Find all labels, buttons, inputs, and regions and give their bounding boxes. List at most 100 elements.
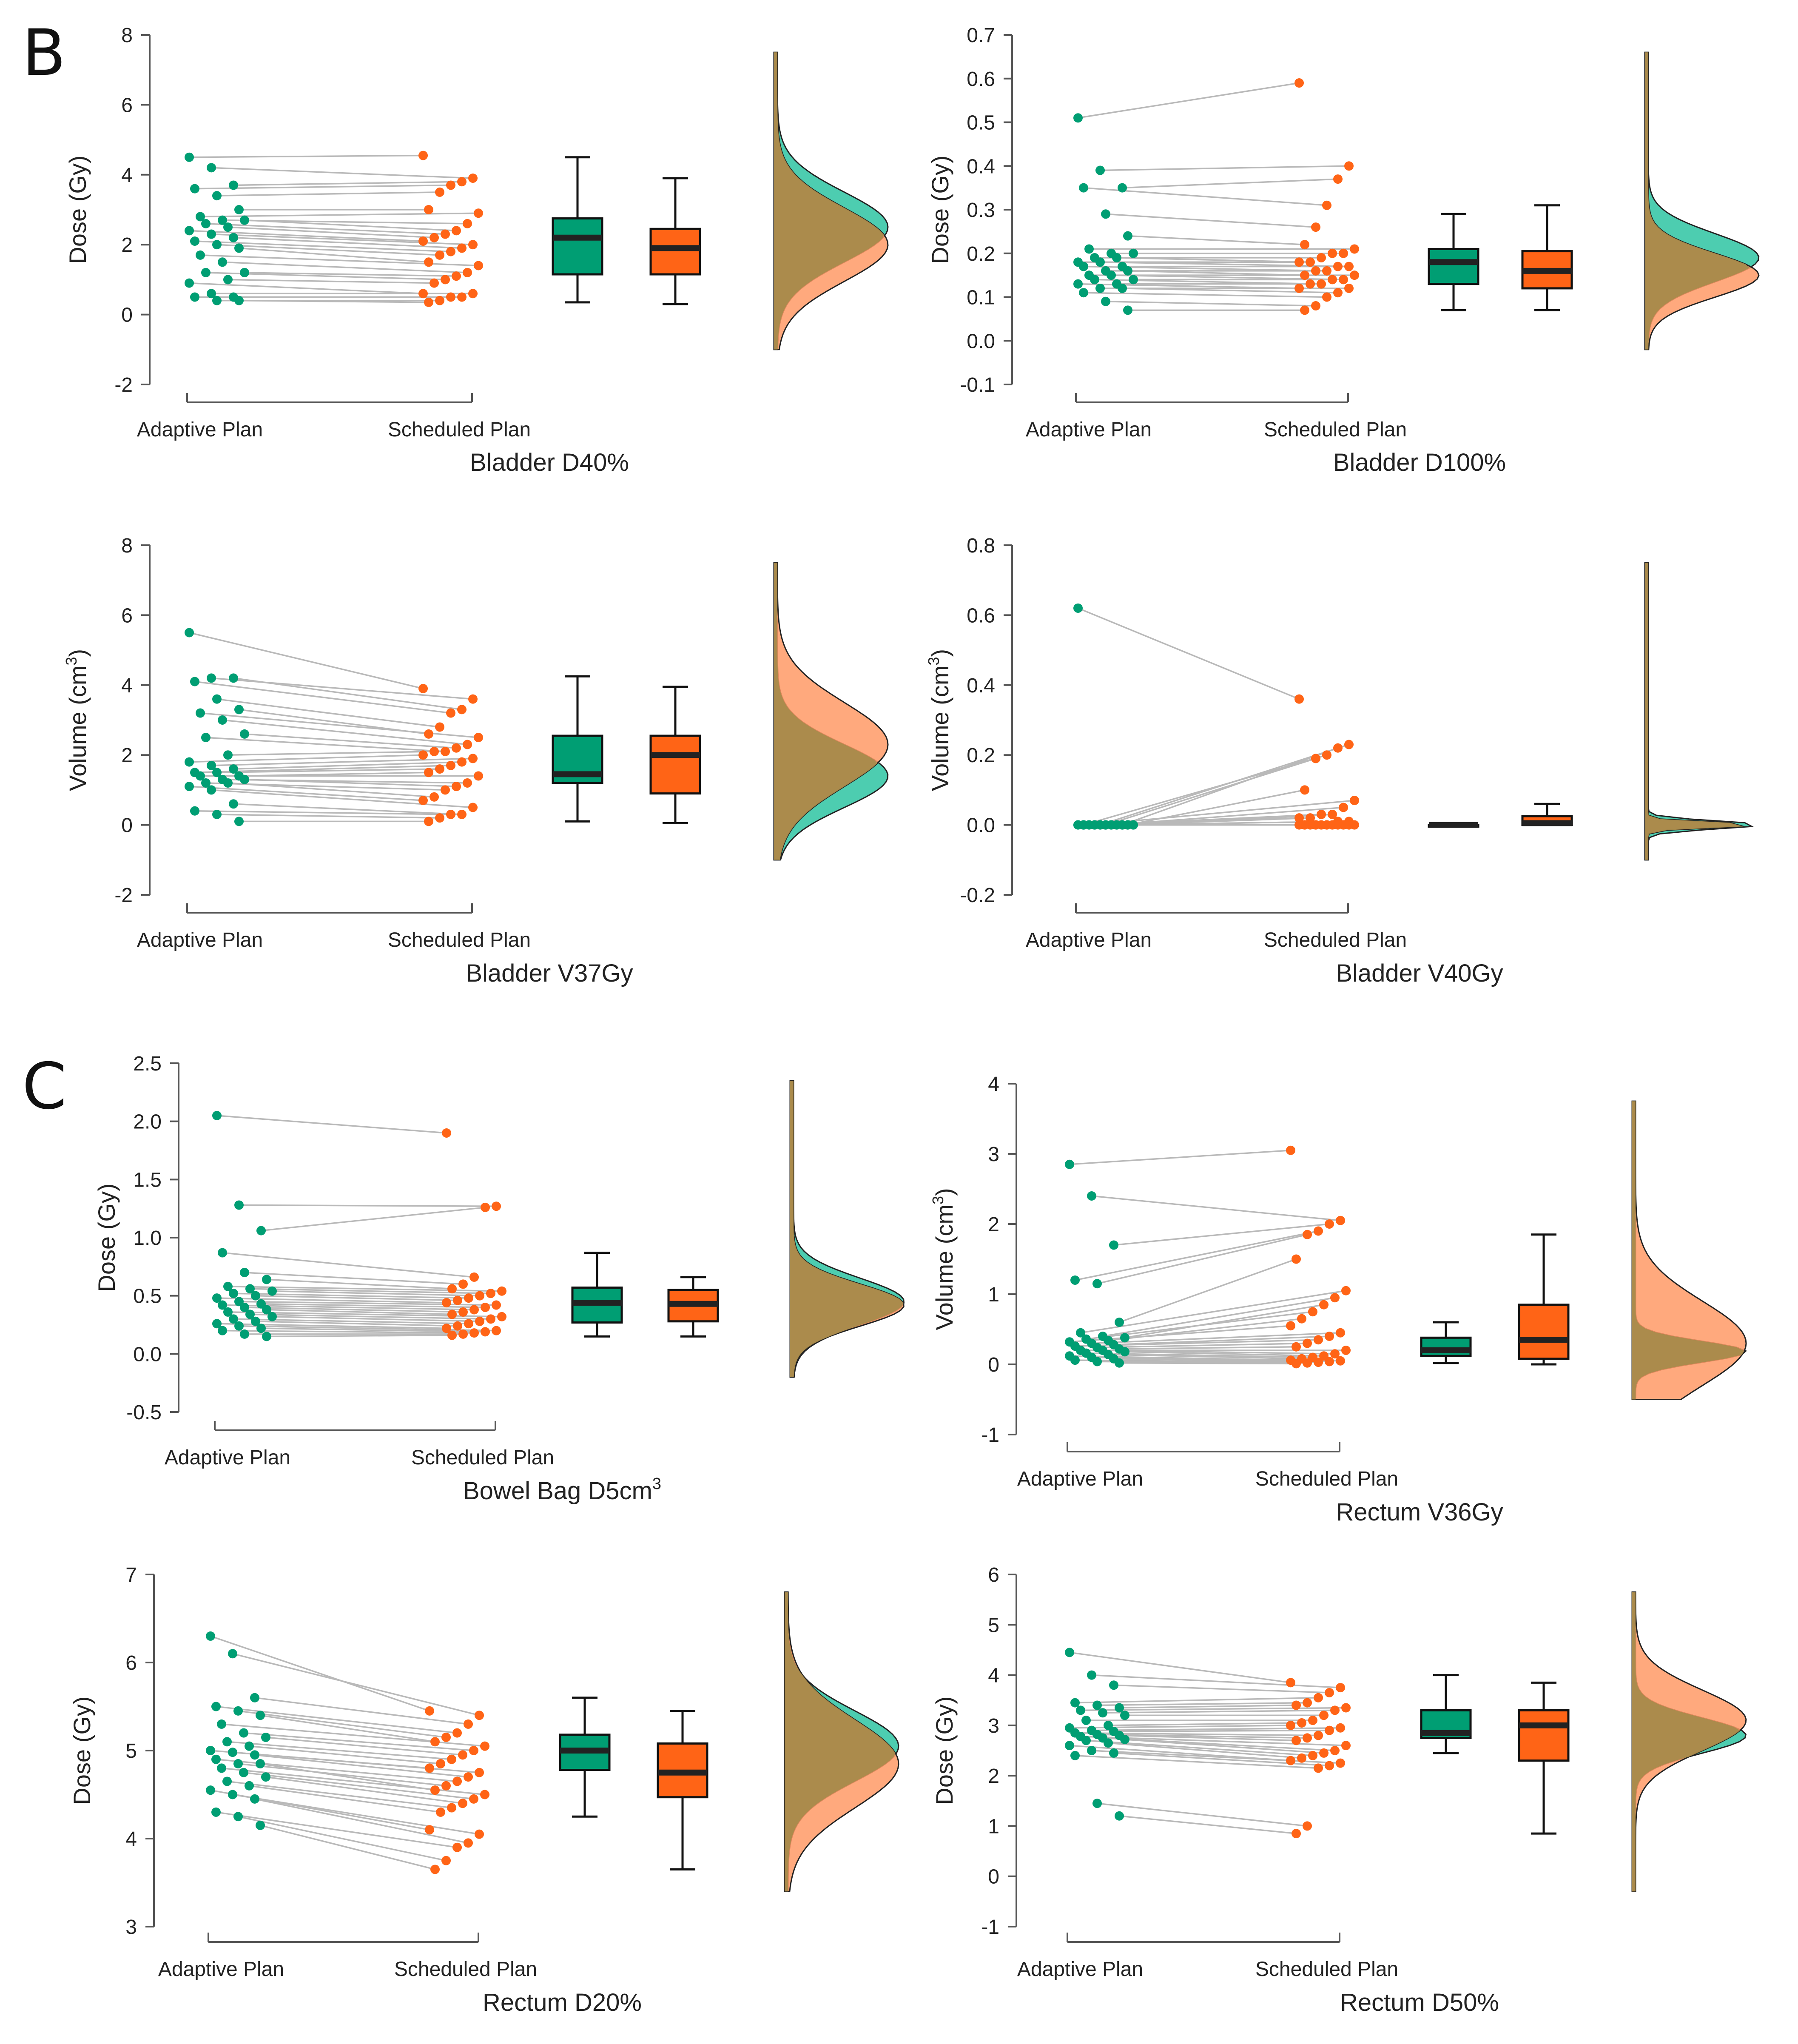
category-label: Scheduled Plan bbox=[1264, 418, 1407, 441]
scheduled-point bbox=[1308, 1307, 1317, 1317]
y-tick-label: 3 bbox=[988, 1143, 999, 1166]
scheduled-point bbox=[486, 1289, 495, 1298]
adaptive-point bbox=[261, 1772, 270, 1782]
paired-line bbox=[232, 1653, 480, 1716]
adaptive-point bbox=[207, 785, 216, 795]
adaptive-point bbox=[223, 1307, 233, 1317]
adaptive-point bbox=[1123, 266, 1132, 276]
adaptive-point bbox=[212, 240, 222, 250]
paired-line bbox=[254, 1697, 469, 1725]
paired-line bbox=[1102, 1297, 1335, 1337]
scheduled-point bbox=[452, 1776, 462, 1786]
scheduled-point bbox=[463, 740, 472, 749]
paired-line bbox=[194, 184, 451, 190]
scheduled-point bbox=[424, 257, 433, 267]
scheduled-point bbox=[1333, 743, 1343, 753]
y-axis-title: Dose (Gy) bbox=[927, 155, 953, 264]
y-tick-label: 5 bbox=[988, 1614, 999, 1637]
paired-line bbox=[222, 719, 468, 746]
paired-line bbox=[211, 233, 473, 245]
adaptive-point bbox=[234, 205, 244, 214]
chart-title: Rectum V36Gy bbox=[1336, 1498, 1503, 1526]
scheduled-point bbox=[441, 1856, 451, 1865]
adaptive-point bbox=[251, 1316, 260, 1326]
overlap-density bbox=[774, 563, 878, 860]
chart-title: Bladder D100% bbox=[1333, 449, 1506, 476]
adaptive-point bbox=[212, 694, 222, 704]
scheduled-point bbox=[1311, 754, 1320, 763]
paired-line bbox=[228, 751, 435, 756]
adaptive-point bbox=[1107, 270, 1116, 280]
paired-line bbox=[239, 1301, 497, 1306]
paired-line bbox=[216, 1705, 458, 1734]
paired-line bbox=[266, 1278, 452, 1290]
scheduled-point bbox=[463, 219, 472, 228]
adaptive-point bbox=[1120, 1333, 1129, 1343]
adaptive-point bbox=[207, 163, 216, 173]
scheduled-point bbox=[469, 1794, 478, 1804]
scheduled-point bbox=[1303, 1358, 1312, 1368]
adaptive-point bbox=[218, 215, 227, 225]
y-tick-label: 2 bbox=[121, 744, 133, 767]
adaptive-point bbox=[234, 296, 244, 305]
paired-line bbox=[239, 1204, 497, 1207]
scheduled-point bbox=[1292, 1359, 1301, 1369]
scheduled-point bbox=[452, 743, 461, 753]
scheduled-point bbox=[1311, 266, 1320, 276]
paired-line bbox=[272, 1316, 480, 1322]
paired-line bbox=[238, 1816, 447, 1862]
paired-line bbox=[1119, 1362, 1297, 1365]
scheduled-point bbox=[453, 1321, 462, 1331]
scheduled-point bbox=[1311, 820, 1320, 830]
adaptive-point bbox=[201, 778, 211, 788]
scheduled-point bbox=[497, 1286, 506, 1296]
adaptive-point bbox=[229, 1314, 238, 1324]
adaptive-point bbox=[211, 1702, 221, 1711]
y-tick-label: 0.6 bbox=[967, 68, 995, 91]
paired-line bbox=[239, 247, 429, 263]
paired-line bbox=[1097, 1361, 1308, 1364]
paired-line bbox=[216, 698, 440, 728]
adaptive-point bbox=[1101, 209, 1110, 219]
chart-title: Bowel Bag D5cm3 bbox=[463, 1475, 661, 1505]
category-label: Scheduled Plan bbox=[411, 1446, 554, 1469]
adaptive-point bbox=[190, 806, 199, 816]
adaptive-point bbox=[250, 1794, 259, 1804]
scheduled-point bbox=[1341, 1741, 1351, 1751]
paired-line bbox=[1097, 1702, 1308, 1706]
paired-line bbox=[211, 757, 473, 766]
adaptive-point bbox=[1092, 1799, 1102, 1808]
y-tick-label: -2 bbox=[114, 884, 133, 907]
adaptive-point bbox=[261, 1732, 270, 1742]
category-label: Adaptive Plan bbox=[1017, 1468, 1143, 1490]
paired-line bbox=[244, 733, 457, 749]
scheduled-point bbox=[1333, 262, 1343, 271]
paired-line bbox=[189, 282, 424, 295]
paired-line bbox=[1083, 754, 1327, 826]
adaptive-point bbox=[233, 1759, 243, 1769]
adaptive-point bbox=[212, 191, 222, 201]
paired-line bbox=[1108, 1354, 1302, 1360]
scheduled-point bbox=[1317, 279, 1326, 289]
scheduled-point bbox=[1325, 1357, 1334, 1366]
scheduled-point bbox=[447, 1803, 456, 1813]
paired-line bbox=[1091, 1332, 1341, 1344]
scheduled-point bbox=[1308, 1716, 1317, 1725]
paired-line bbox=[260, 1714, 435, 1743]
scheduled-point bbox=[442, 1128, 451, 1138]
scheduled-point bbox=[418, 289, 428, 299]
adaptive-point bbox=[218, 1300, 227, 1310]
scheduled-point bbox=[492, 1201, 501, 1211]
paired-line bbox=[255, 1295, 458, 1301]
panel-letter-c: C bbox=[22, 1050, 67, 1124]
scheduled-point bbox=[425, 1825, 434, 1835]
paired-line bbox=[216, 814, 440, 819]
adaptive-point bbox=[229, 799, 238, 809]
adaptive-point bbox=[262, 1332, 271, 1341]
scheduled-point bbox=[1303, 1821, 1312, 1831]
adaptive-point bbox=[211, 1807, 221, 1817]
adaptive-point bbox=[1070, 1355, 1080, 1365]
y-tick-label: 2.5 bbox=[133, 1053, 162, 1075]
scheduled-point bbox=[468, 240, 478, 250]
scheduled-point bbox=[418, 684, 428, 694]
